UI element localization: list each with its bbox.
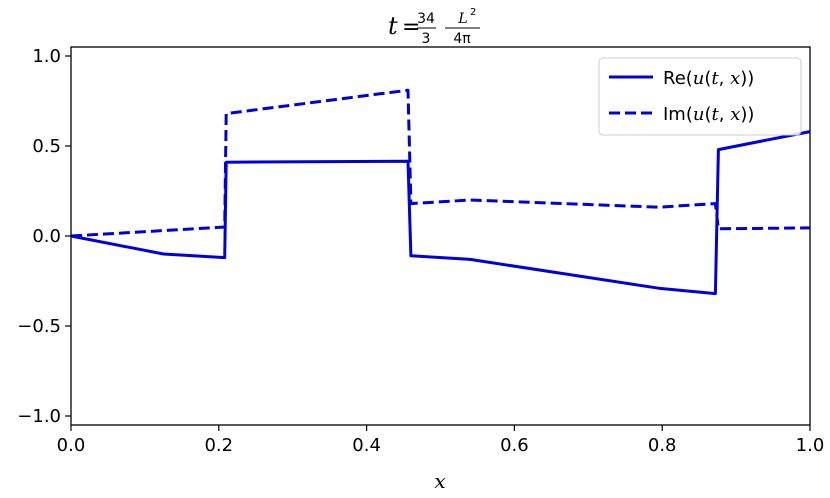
x-tick-label: 0.2 <box>204 435 233 456</box>
legend-re-comma: , <box>719 68 730 89</box>
y-tick-label: 0.5 <box>32 136 61 157</box>
legend-im-pre: Im( <box>663 104 693 125</box>
plot-frame <box>70 46 811 426</box>
x-axis-label: x <box>434 469 445 493</box>
legend-re-u: u <box>693 68 705 89</box>
x-tick-label: 0.4 <box>352 435 381 456</box>
legend: Re(u(t, x)) Im(u(t, x)) <box>598 57 802 136</box>
legend-im-mid: ( <box>704 104 711 125</box>
legend-re-pre: Re( <box>663 68 693 89</box>
y-tick-label: −1.0 <box>17 406 61 427</box>
series-line-re <box>70 130 811 296</box>
title-frac1-num: 34 <box>417 11 435 27</box>
y-tick-label: 0.0 <box>32 226 61 247</box>
legend-im-t: t <box>712 104 720 125</box>
x-tick-label: 0.8 <box>648 435 677 456</box>
y-tick-label: −0.5 <box>17 316 61 337</box>
legend-re-mid: ( <box>704 68 711 89</box>
x-tick-label: 1.0 <box>796 435 825 456</box>
series-layer <box>70 88 811 296</box>
legend-re-post: )) <box>740 68 754 89</box>
legend-label-im: Im(u(t, x)) <box>663 104 754 125</box>
legend-im-post: )) <box>740 104 754 125</box>
x-tick-label: 0.0 <box>57 435 86 456</box>
y-tick-label: 1.0 <box>32 46 61 67</box>
series-line-im <box>70 88 811 238</box>
x-tick-label: 0.6 <box>500 435 529 456</box>
legend-re-t: t <box>711 68 719 89</box>
title-frac1-den: 3 <box>422 31 431 47</box>
title-prefix: t <box>388 12 398 40</box>
title-frac2-num: L <box>457 11 467 27</box>
legend-re-x: x <box>730 68 740 89</box>
title-equals: = <box>402 15 420 40</box>
chart-title: t = 34 3 L 2 4π <box>388 7 480 47</box>
legend-im-comma: , <box>719 104 730 125</box>
legend-im-u: u <box>693 104 705 125</box>
legend-im-x: x <box>730 104 740 125</box>
title-frac2-den: 4π <box>453 31 471 47</box>
title-frac2-num-sup: 2 <box>470 7 476 18</box>
legend-label-re: Re(u(t, x)) <box>663 68 754 89</box>
ticks-layer: 0.0 0.2 0.4 0.6 0.8 1.0 1.0 0.5 0.0 −0.5 −1.0 <box>17 46 824 456</box>
